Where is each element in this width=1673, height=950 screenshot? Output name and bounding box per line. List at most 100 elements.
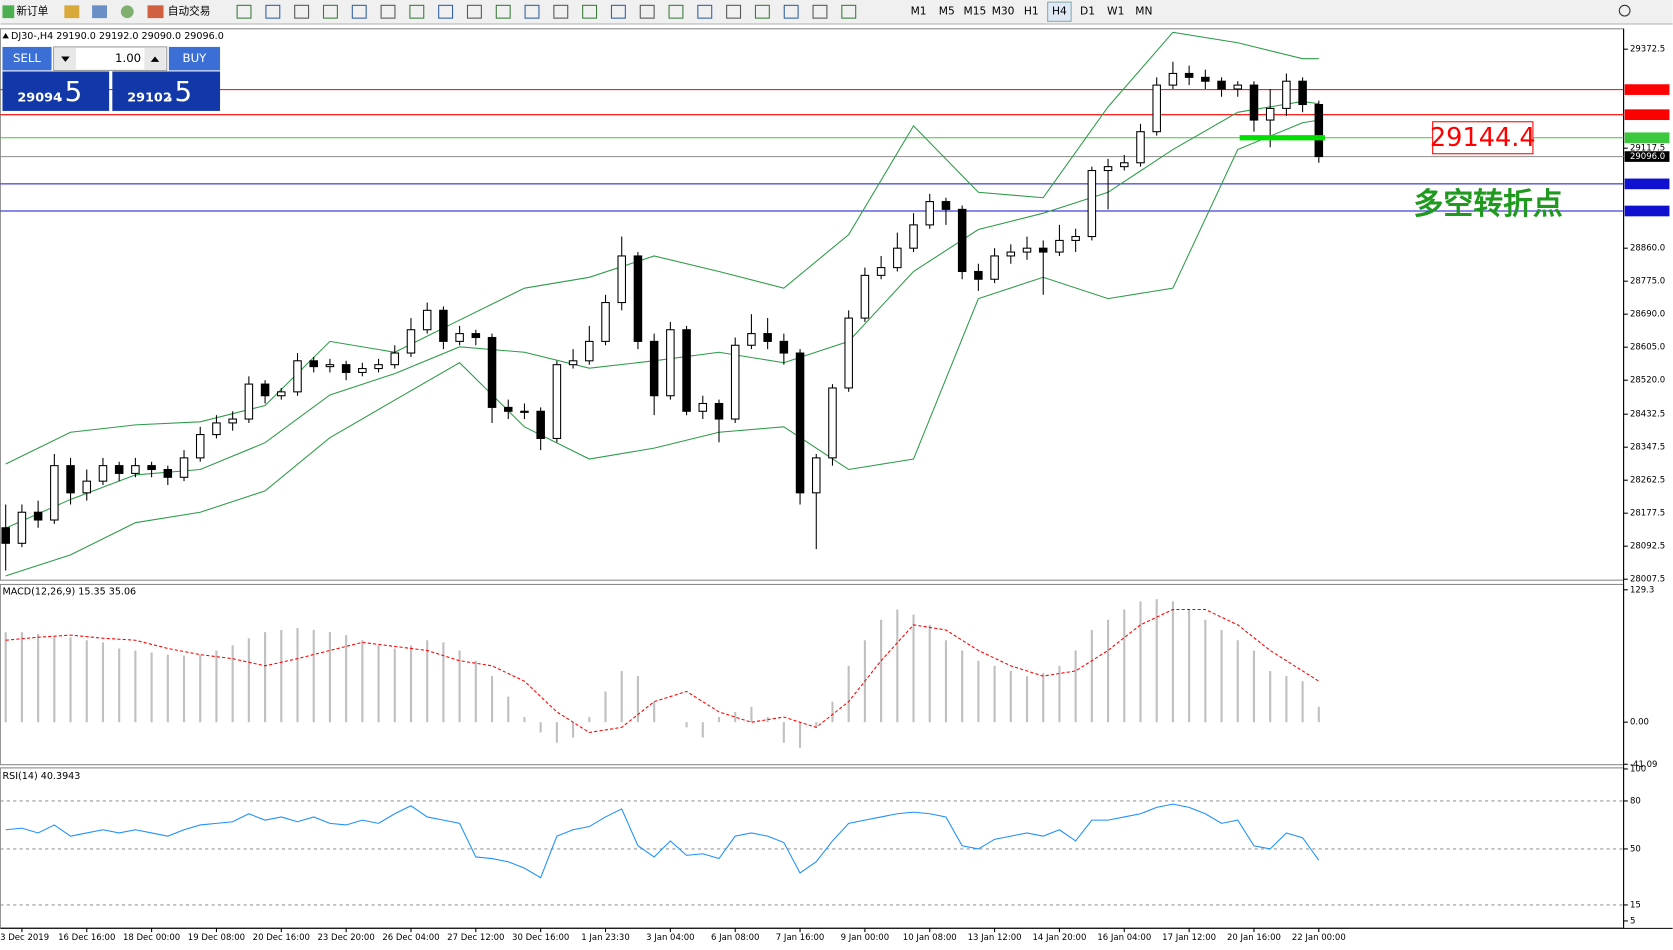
- x-tick-label: 17 Jan 12:00: [1162, 933, 1216, 943]
- tool-icon[interactable]: [524, 4, 540, 19]
- auto-trading-icon[interactable]: [147, 5, 164, 19]
- tool-icon[interactable]: [841, 4, 857, 19]
- candle-body: [812, 457, 821, 494]
- tool-icon[interactable]: [812, 4, 828, 19]
- ask-frac[interactable]: .5: [166, 75, 192, 108]
- main-plot: [0, 31, 1624, 577]
- candle-body: [1217, 80, 1226, 90]
- tool-icon[interactable]: [582, 4, 598, 19]
- tool-icon[interactable]: [409, 4, 425, 19]
- sell-label[interactable]: SELL: [13, 51, 41, 65]
- candle-body: [341, 364, 351, 373]
- price-level-box: [1624, 151, 1670, 162]
- tool-icon[interactable]: [120, 5, 134, 19]
- candle-body: [1233, 84, 1243, 90]
- candle-body: [293, 360, 302, 393]
- candle-body: [1006, 251, 1016, 257]
- lot-up-icon: [150, 56, 160, 62]
- x-tick-label: 26 Dec 04:00: [382, 933, 439, 943]
- timeframe[interactable]: M1: [911, 5, 927, 18]
- timeframe[interactable]: D1: [1080, 5, 1095, 18]
- candle-body: [747, 333, 756, 346]
- tool-icon[interactable]: [92, 5, 108, 19]
- y-tick-label: 28262.5: [1630, 476, 1665, 486]
- tool-icon[interactable]: [322, 4, 338, 19]
- tool-icon[interactable]: [236, 4, 252, 19]
- tool-icon[interactable]: [495, 4, 511, 19]
- candle-body: [244, 383, 254, 420]
- candle-body: [228, 418, 237, 424]
- sell-button[interactable]: [2, 46, 52, 71]
- candle-body: [406, 329, 416, 354]
- candle-body: [714, 402, 724, 420]
- candle-body: [114, 465, 124, 474]
- timeframe[interactable]: M5: [939, 5, 955, 18]
- tool-icon[interactable]: [610, 4, 626, 19]
- x-tick-label: 20 Dec 16:00: [253, 933, 310, 943]
- timeframe[interactable]: M30: [992, 5, 1015, 18]
- timeframe[interactable]: MN: [1135, 5, 1152, 18]
- y-tick-label: 29372.5: [1630, 45, 1665, 55]
- candle-body: [1201, 76, 1210, 82]
- x-tick-label: 13 Jan 12:00: [968, 933, 1022, 943]
- tool-icon[interactable]: [754, 4, 770, 19]
- candle-body: [325, 364, 335, 368]
- buy-button[interactable]: [168, 46, 221, 71]
- tool-icon[interactable]: [668, 4, 684, 19]
- tool-icon[interactable]: [697, 4, 713, 19]
- y-tick-label: 29117.5: [1630, 144, 1665, 154]
- candle-body: [828, 387, 837, 459]
- timeframe-active[interactable]: [1047, 1, 1072, 22]
- tool-icon[interactable]: [553, 4, 569, 19]
- x-tick-label: 10 Jan 08:00: [903, 933, 957, 943]
- tool-icon[interactable]: [380, 4, 396, 19]
- candle-body: [1152, 84, 1161, 133]
- candle-body: [763, 333, 772, 342]
- new-order[interactable]: 新订单: [16, 5, 48, 18]
- search-icon[interactable]: [1618, 4, 1631, 17]
- candle-body: [358, 368, 367, 373]
- new-order-icon[interactable]: [2, 5, 15, 19]
- x-tick-label: 3 Jan 04:00: [646, 933, 695, 943]
- tool-icon[interactable]: [639, 4, 655, 19]
- candle-body: [1071, 236, 1080, 241]
- lot-value[interactable]: 1.00: [115, 51, 141, 65]
- auto-trading[interactable]: 自动交易: [168, 5, 211, 18]
- lot-box[interactable]: [53, 46, 168, 71]
- timeframe[interactable]: M15: [964, 5, 987, 18]
- timeframe[interactable]: H4: [1052, 5, 1067, 18]
- x-tick-label: 13 Dec 2019: [0, 933, 49, 943]
- candle-body: [536, 410, 545, 439]
- bid-frac[interactable]: .5: [56, 75, 82, 108]
- tool-icon[interactable]: [265, 4, 281, 19]
- candle-body: [1265, 107, 1275, 121]
- tool-icon[interactable]: [294, 4, 310, 19]
- y-tick-label: 129.3: [1630, 585, 1654, 595]
- candle-body: [876, 267, 886, 276]
- x-tick-label: 7 Jan 16:00: [776, 933, 825, 943]
- timeframe[interactable]: W1: [1107, 5, 1124, 18]
- tool-icon[interactable]: [351, 4, 367, 19]
- price-level-box: [1624, 84, 1670, 95]
- tool-icon[interactable]: [64, 5, 80, 19]
- tool-icon[interactable]: [438, 4, 454, 19]
- bid-main[interactable]: 29094: [17, 91, 62, 106]
- candle-body: [66, 465, 75, 494]
- candle-body: [503, 406, 513, 412]
- candle-body: [649, 340, 659, 397]
- candle-body: [98, 465, 108, 482]
- tool-icon[interactable]: [783, 4, 799, 19]
- bid-box[interactable]: [2, 71, 110, 111]
- tool-icon[interactable]: [466, 4, 482, 19]
- buy-label[interactable]: BUY: [183, 51, 208, 65]
- y-tick-label: 28775.0: [1630, 277, 1665, 287]
- tool-icon[interactable]: [726, 4, 742, 19]
- candle-body: [520, 410, 529, 413]
- candle-body: [779, 340, 789, 354]
- timeframe[interactable]: H1: [1024, 5, 1039, 18]
- macd-plot: [4, 599, 1320, 748]
- ask-box[interactable]: [112, 71, 221, 111]
- ask-main[interactable]: 29102: [127, 91, 171, 106]
- candle-body: [1022, 247, 1032, 253]
- macd-title: MACD(12,26,9) 15.35 35.06: [2, 586, 136, 597]
